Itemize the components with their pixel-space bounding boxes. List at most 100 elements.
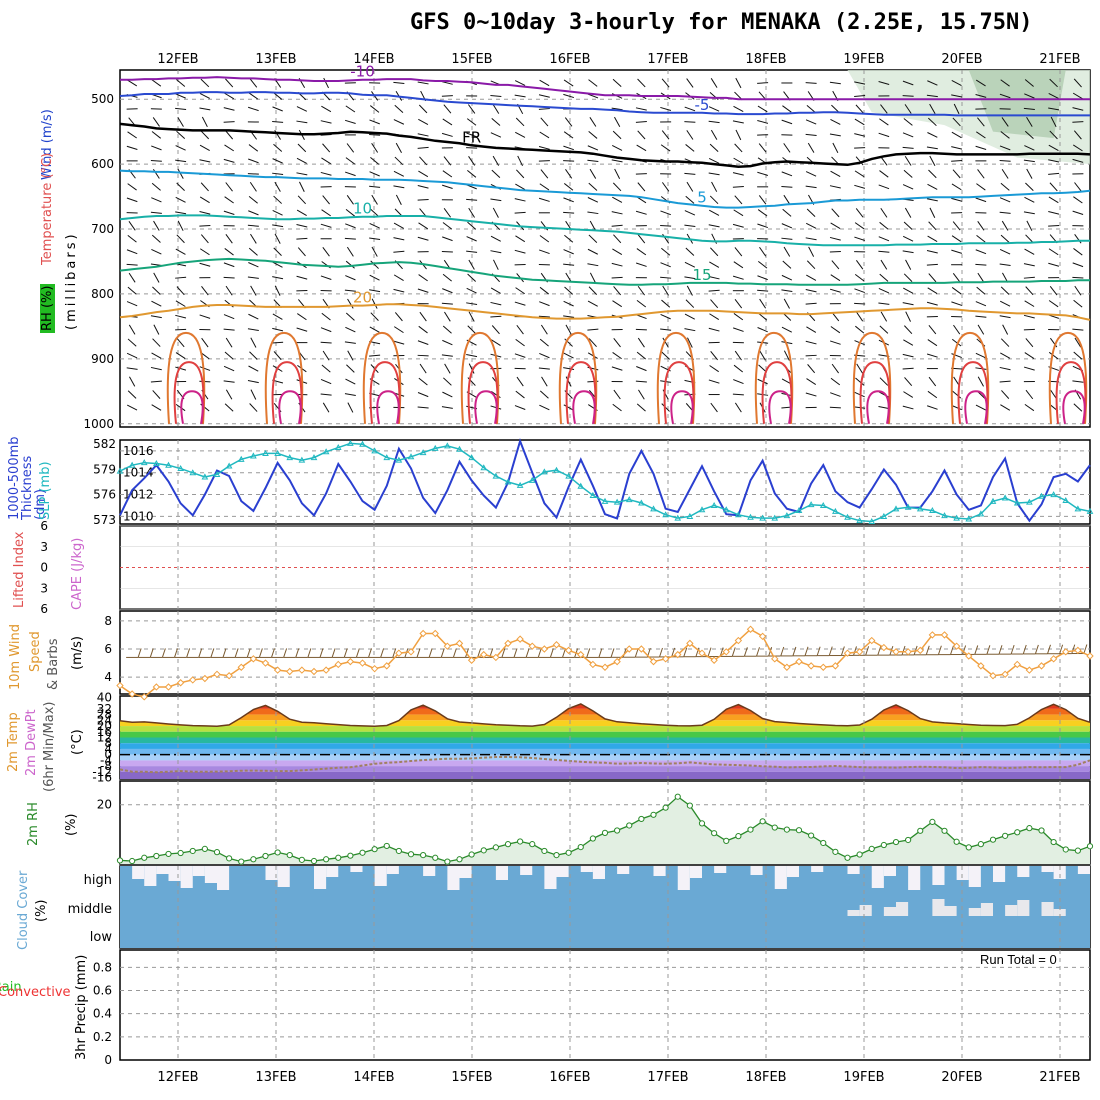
wind-barb [151, 79, 162, 87]
surface-wind-barb-flag [816, 646, 821, 656]
wind-barb [1001, 220, 1009, 231]
wind-barb [1001, 390, 1010, 399]
thickness-point [856, 517, 863, 524]
wind-barb [515, 287, 525, 295]
cloud-gap-high [932, 866, 945, 885]
wind-barb [781, 326, 793, 333]
temp-tick: -16 [92, 771, 112, 785]
rh2m-point [989, 836, 997, 843]
wind-barb [1048, 210, 1060, 215]
wind-barb [977, 169, 985, 179]
wind-barb [732, 275, 744, 280]
wind-barb [128, 324, 136, 335]
thickness-point [250, 452, 257, 459]
thickness-point [613, 498, 621, 505]
wind-barb [783, 350, 790, 361]
thickness-point [625, 496, 633, 503]
wind-barb [129, 376, 136, 387]
wind-barb [635, 262, 647, 267]
wind-speed-point [613, 657, 621, 666]
surface-wind-barb-flag [1071, 644, 1076, 654]
wind-barb [418, 274, 428, 282]
wind-barb [152, 338, 161, 347]
wind-barb [612, 78, 622, 88]
wind-barb [393, 237, 405, 241]
wind-barb [151, 300, 162, 307]
rh2m-point [323, 856, 330, 863]
cloud-gap-middle [1041, 902, 1054, 916]
cloud-gap-high [144, 866, 157, 886]
wind-barb [393, 326, 404, 334]
thickness-point [225, 462, 233, 469]
wind-barb [200, 182, 209, 192]
surface-temp-contour [460, 331, 500, 424]
surface-wind-barb-flag [1034, 644, 1039, 655]
wind-barb [928, 273, 937, 283]
surface-wind-barb-flag [877, 646, 882, 656]
wind-barb [199, 262, 211, 267]
temp-band [120, 771, 1090, 779]
millibars-axis-label: (millibars) [64, 231, 79, 330]
rh2m-point [1074, 847, 1081, 854]
surface-temp-contour [271, 361, 303, 424]
wind-barb [1025, 234, 1034, 244]
isotherm-label: -5 [695, 96, 710, 114]
surface-wind-barb-flag [671, 647, 676, 658]
wind-barb [127, 390, 137, 399]
wind-barb [248, 210, 259, 216]
wind-barb [977, 117, 985, 127]
wind-speed-point [334, 660, 342, 669]
cloud-gap-high [423, 866, 436, 876]
wind-speed-point [225, 672, 233, 680]
surface-wind-barb-flag [210, 648, 215, 658]
wind-barb [759, 298, 767, 309]
wind-barb [879, 377, 889, 386]
thickness-point [1086, 507, 1094, 514]
wind-barb [199, 366, 211, 371]
wind-barb [758, 312, 768, 321]
wind-barb [297, 313, 307, 321]
wind-barb [636, 144, 647, 152]
wind-barb [613, 337, 621, 348]
wind-speed-point [1001, 670, 1009, 679]
surface-wind-barb-flag [562, 648, 566, 658]
temp-tick: 12 [97, 731, 112, 745]
wind-barb [418, 170, 429, 178]
wind-barb [1024, 145, 1035, 151]
wind-barb [587, 211, 599, 215]
thickness-tick: 576 [93, 488, 116, 502]
wind-barb [540, 117, 549, 127]
wind-barb [807, 142, 815, 153]
wind-barb [830, 392, 841, 397]
wind-barb [296, 224, 308, 228]
wind-barb [272, 106, 283, 112]
wind-barb [1073, 130, 1082, 140]
wind-barb [733, 379, 744, 385]
wind-barb [709, 313, 720, 320]
wind-barb [927, 287, 938, 295]
wind-barb [345, 157, 356, 165]
cloud-level-label: middle [68, 902, 112, 917]
wind-barb [686, 78, 694, 88]
surface-wind-barb-flag [549, 648, 554, 658]
wind-speed-point [831, 662, 840, 670]
temp-tick: 20 [97, 719, 112, 733]
date-label-bottom: 13FEB [255, 1070, 296, 1085]
cloud-gap-middle [883, 907, 896, 916]
wind-barb [175, 107, 187, 111]
wind-speed-point [710, 656, 718, 664]
wind-barb [175, 211, 187, 215]
wind-barb [660, 224, 672, 227]
chart-title: GFS 0~10day 3-hourly for MENAKA (2.25E, … [410, 10, 1033, 35]
wind-speed-point [892, 648, 900, 656]
thickness-point [407, 453, 415, 460]
wind-barb [854, 288, 865, 294]
cloud-gap-high [556, 866, 569, 877]
wind-barb [588, 79, 598, 87]
panel-frame-ua [119, 69, 1091, 428]
wind-barb [951, 287, 962, 295]
wind-barb [1024, 93, 1035, 99]
wind-barb [612, 300, 623, 308]
wind-barb [975, 367, 987, 370]
wind-barb [153, 272, 160, 283]
